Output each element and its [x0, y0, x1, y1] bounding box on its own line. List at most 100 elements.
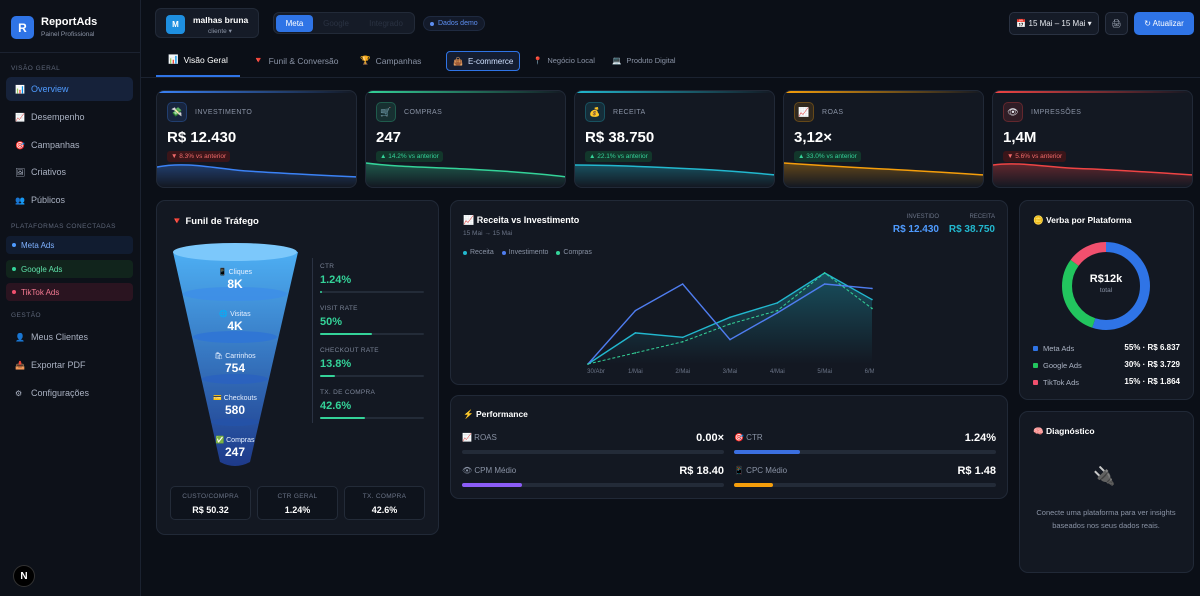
accent-bar	[993, 91, 1192, 93]
funnel-title-text: Funil de Tráfego	[185, 216, 259, 227]
perf-label: 📈 ROAS	[462, 433, 497, 442]
funnel-rate-fill	[320, 333, 372, 335]
tab-funil[interactable]: 🔻 Funil & Conversão	[253, 44, 339, 77]
funnel-rate-label: CTR	[320, 263, 335, 270]
platform-tab-google[interactable]: Google	[323, 19, 349, 28]
tab-visao-geral[interactable]: 📊 Visão Geral	[156, 44, 240, 77]
sidebar-item-campanhas[interactable]: 🎯 Campanhas	[6, 133, 133, 157]
perf-track	[734, 450, 996, 454]
tab-produto-digital[interactable]: 💻 Produto Digital	[612, 44, 676, 77]
summary-value: R$ 50.32	[192, 505, 229, 515]
sidebar-item-configuracoes[interactable]: ⚙ Configurações	[6, 381, 133, 405]
demo-label: Dados demo	[438, 20, 478, 27]
sidebar-item-criativos[interactable]: 🖼 Criativos	[6, 160, 133, 184]
legend-label: TikTok Ads	[1043, 378, 1079, 387]
image-icon: 🖼	[15, 167, 26, 177]
date-range-picker[interactable]: 📅 15 Mai – 15 Mai ▾	[1009, 12, 1099, 35]
section-plataformas: PLATAFORMAS CONECTADAS	[11, 223, 116, 230]
refresh-button[interactable]: ↻ Atualizar	[1134, 12, 1194, 35]
sidebar-item-desempenho[interactable]: 📈 Desempenho	[6, 105, 133, 129]
legend-label: Google Ads	[1043, 361, 1082, 370]
platform-tab-meta[interactable]: Meta	[276, 15, 313, 32]
invest-label: INVESTIDO	[906, 214, 939, 220]
print-icon[interactable]: 🖨	[1105, 12, 1128, 35]
sidebar-item-label: Campanhas	[31, 140, 80, 150]
summary-label: CUSTO/COMPRA	[182, 493, 239, 500]
trend-icon: 📈	[15, 112, 25, 122]
kpi-value: R$ 12.430	[167, 129, 237, 146]
tab-bar: 📊 Visão Geral 🔻 Funil & Conversão 🏆 Campanh…	[141, 44, 1200, 78]
demo-badge: Dados demo	[423, 16, 485, 31]
funnel-summary-1: CTR GERAL 1.24%	[257, 486, 338, 520]
dot-icon	[430, 21, 434, 26]
funnel-stage-value: 4K	[227, 319, 243, 333]
kpi-icon: 💰	[585, 102, 605, 122]
data-point	[776, 309, 779, 312]
perf-label: 👁 CPM Médio	[462, 466, 517, 475]
data-point	[823, 272, 826, 274]
trophy-icon: 🏆	[360, 55, 371, 65]
sidebar-platform-google[interactable]: Google Ads	[6, 260, 133, 278]
laptop-icon: 💻	[612, 56, 622, 65]
sidebar-item-label: Configurações	[31, 388, 90, 398]
platform-label: Google Ads	[21, 264, 63, 274]
section-gestao: GESTÃO	[11, 312, 42, 319]
kpi-value: 247	[376, 129, 402, 146]
platform-tab-integrado[interactable]: Integrado	[369, 19, 403, 28]
tab-negocio-local[interactable]: 📍 Negócio Local	[533, 44, 595, 77]
kpi-card-investimento: 💸 INVESTIMENTO R$ 12.430 ▼ 8.3% vs anterior	[156, 90, 357, 188]
sidebar-item-publicos[interactable]: 👥 Públicos	[6, 188, 133, 212]
kpi-value: 3,12×	[794, 129, 832, 146]
kpi-delta-badge: ▲ 22.1% vs anterior	[585, 151, 652, 162]
x-tick-label: 4/Mai	[770, 369, 785, 374]
kpi-icon: 💸	[167, 102, 187, 122]
kpi-sparkline	[575, 164, 774, 187]
accent-bar	[784, 91, 983, 93]
legend-value: 15% · R$ 1.864	[1124, 377, 1180, 386]
app-logo-icon[interactable]: N	[13, 565, 35, 587]
data-point	[634, 332, 637, 334]
sidebar-platform-tiktok[interactable]: TikTok Ads	[6, 283, 133, 301]
funnel-stage-value: 580	[224, 403, 246, 417]
funnel-title: 🔻 Funil de Tráfego	[171, 216, 259, 227]
x-tick-label: 2/Mai	[675, 369, 690, 374]
client-selector[interactable]: M malhas bruna cliente ▾	[155, 8, 259, 38]
sidebar-item-clientes[interactable]: 👤 Meus Clientes	[6, 325, 133, 349]
kpi-label: RECEITA	[613, 109, 646, 116]
sidebar-item-label: Desempenho	[31, 112, 85, 122]
tab-label: E-commerce	[467, 56, 514, 66]
kpi-label: COMPRAS	[404, 109, 443, 116]
receita-value: R$ 38.750	[948, 224, 995, 235]
perf-fill	[734, 483, 774, 487]
funnel-rate-fill	[320, 375, 335, 377]
funnel-rate-value: 50%	[320, 316, 343, 328]
tab-ecommerce[interactable]: 👜 E-commerce	[446, 51, 521, 71]
kpi-value: 1,4M	[1003, 129, 1037, 146]
plug-icon: 🔌	[1093, 466, 1116, 486]
legend-swatch-icon	[1033, 346, 1038, 351]
performance-card	[450, 395, 1008, 499]
funnel-icon: 🔻	[171, 216, 183, 227]
kpi-delta-badge: ▼ 8.3% vs anterior	[167, 151, 231, 162]
tab-campanhas[interactable]: 🏆 Campanhas	[360, 44, 421, 77]
legend-label: Compras	[563, 249, 592, 256]
kpi-delta-badge: ▲ 33.0% vs anterior	[794, 151, 861, 162]
perf-track	[734, 483, 996, 487]
perf-track	[462, 483, 724, 487]
legend-dot-icon	[463, 250, 467, 255]
data-point	[729, 323, 731, 325]
sidebar-item-overview[interactable]: 📊 Overview	[6, 77, 133, 101]
budget-donut-chart	[1062, 242, 1150, 330]
kpi-card-roas: 📈 ROAS 3,12× ▲ 33.0% vs anterior	[783, 90, 984, 188]
sidebar-item-exportar[interactable]: 📥 Exportar PDF	[6, 353, 133, 377]
funnel-rate-fill	[320, 417, 365, 419]
funnel-rate-track	[320, 333, 424, 335]
legend-item: Investimento	[501, 249, 548, 256]
kpi-icon: 📈	[794, 102, 814, 122]
client-name: malhas bruna	[193, 15, 249, 25]
sidebar: R ReportAds Painel Profissional VISÃO GE…	[0, 0, 141, 596]
donut-slice-google-ads	[1062, 242, 1150, 330]
status-dot-icon	[12, 243, 16, 247]
sidebar-platform-meta[interactable]: Meta Ads	[6, 236, 133, 254]
funnel-rate-track	[320, 375, 424, 377]
